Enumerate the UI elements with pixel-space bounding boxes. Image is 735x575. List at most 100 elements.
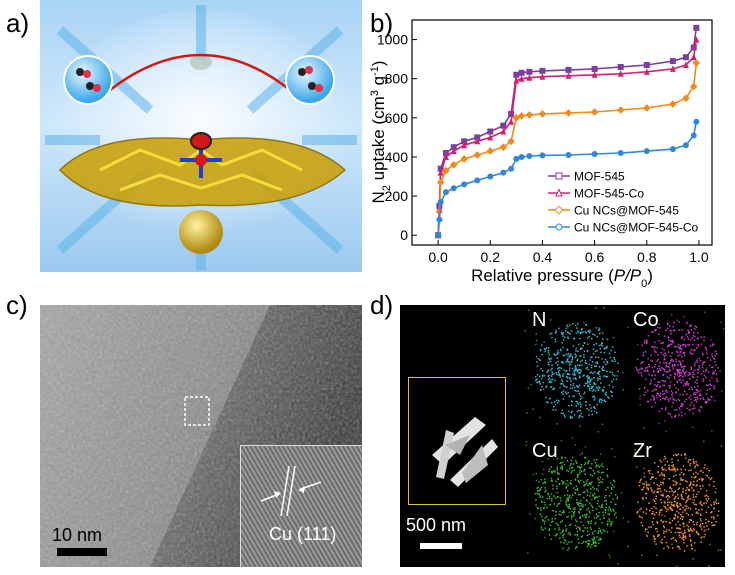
eds-dot [584,473,586,475]
eds-dot [712,357,715,359]
series-4-point [442,189,449,196]
legend-label: Cu NCs@MOF-545-Co [574,221,699,235]
eds-dot [682,465,685,467]
eds-dot [561,456,563,458]
eds-dot [547,369,550,371]
eds-dot [596,372,599,374]
eds-dot [674,518,676,520]
eds-dot [566,376,568,378]
eds-dot [684,531,686,534]
eds-dot [692,373,694,376]
eds-dot [665,469,667,472]
eds-dot [610,510,612,512]
eds-noise-dot [704,311,706,313]
eds-noise-dot [542,388,545,391]
eds-dot [594,496,596,499]
series-4-point [437,198,444,205]
eds-dot [580,499,582,502]
eds-dot [544,478,546,480]
eds-dot [677,497,679,500]
eds-dot [665,531,667,533]
eds-dot [676,506,679,509]
series-1-point [682,54,689,61]
eds-dot [663,478,665,480]
eds-dot [576,370,579,373]
eds-dot [593,365,596,367]
eds-dot [581,348,583,350]
eds-dot [666,322,669,325]
eds-dot [593,492,596,495]
eds-dot [593,487,595,490]
eds-dot [572,463,575,465]
eds-dot [709,359,712,361]
eds-dot [573,395,575,398]
eds-dot [677,516,679,518]
eds-dot [683,365,685,368]
eds-dot [539,375,541,377]
eds-dot [542,370,544,372]
eds-dot [578,416,580,419]
series-4-point [518,153,525,160]
eds-dot [680,493,683,496]
eds-noise-dot [717,549,720,552]
eds-dot [566,359,568,361]
eds-dot [696,511,698,513]
eds-dot [563,533,565,536]
eds-dot [590,544,593,546]
eds-dot [687,374,689,377]
eds-dot [672,398,674,400]
eds-dot [714,370,717,372]
eds-dot [596,459,598,461]
eds-dot [679,517,682,520]
eds-dot [584,516,587,519]
eds-dot [581,328,583,330]
eds-dot [571,400,574,403]
eds-noise-dot [530,383,533,386]
eds-noise-dot [668,367,671,369]
eds-dot [585,480,588,483]
eds-dot [588,409,590,411]
eds-dot [605,375,607,378]
eds-dot [575,405,578,407]
eds-dot [571,410,573,413]
eds-dot [638,369,641,371]
eds-dot [604,500,606,502]
eds-dot [638,515,641,517]
eds-noise-dot [634,449,636,451]
x-axis-label: Relative pressure (P/P0) [471,266,653,290]
eds-dot [693,339,696,341]
eds-dot [543,375,546,377]
eds-dot [688,489,690,492]
eds-dot [587,530,589,533]
eds-dot [647,357,649,360]
eds-dot [610,492,613,495]
y-tick-label: 0 [400,227,408,243]
eds-dot [599,518,601,521]
eds-dot [583,514,586,516]
eds-dot [694,466,696,469]
eds-dot [580,470,583,473]
eds-dot [670,531,672,533]
eds-dot [680,403,683,405]
eds-dot [676,527,679,529]
eds-dot [550,402,553,404]
eds-dot [588,377,590,380]
eds-dot [663,536,666,538]
eds-dot [684,454,686,456]
eds-dot [652,346,655,348]
eds-dot [694,325,697,328]
eds-dot [685,508,688,510]
eds-dot [666,460,668,463]
haadf-image: 500 nm [400,305,522,567]
eds-noise-dot [560,440,563,442]
series-2-point [591,71,598,78]
eds-dot [682,375,684,378]
eds-dot [580,370,582,372]
eds-dot [594,497,596,500]
eds-dot [653,506,656,508]
eds-dot [686,486,688,489]
eds-dot [610,390,612,393]
eds-dot [678,407,681,409]
eds-dot [697,512,699,515]
eds-dot [713,388,716,390]
